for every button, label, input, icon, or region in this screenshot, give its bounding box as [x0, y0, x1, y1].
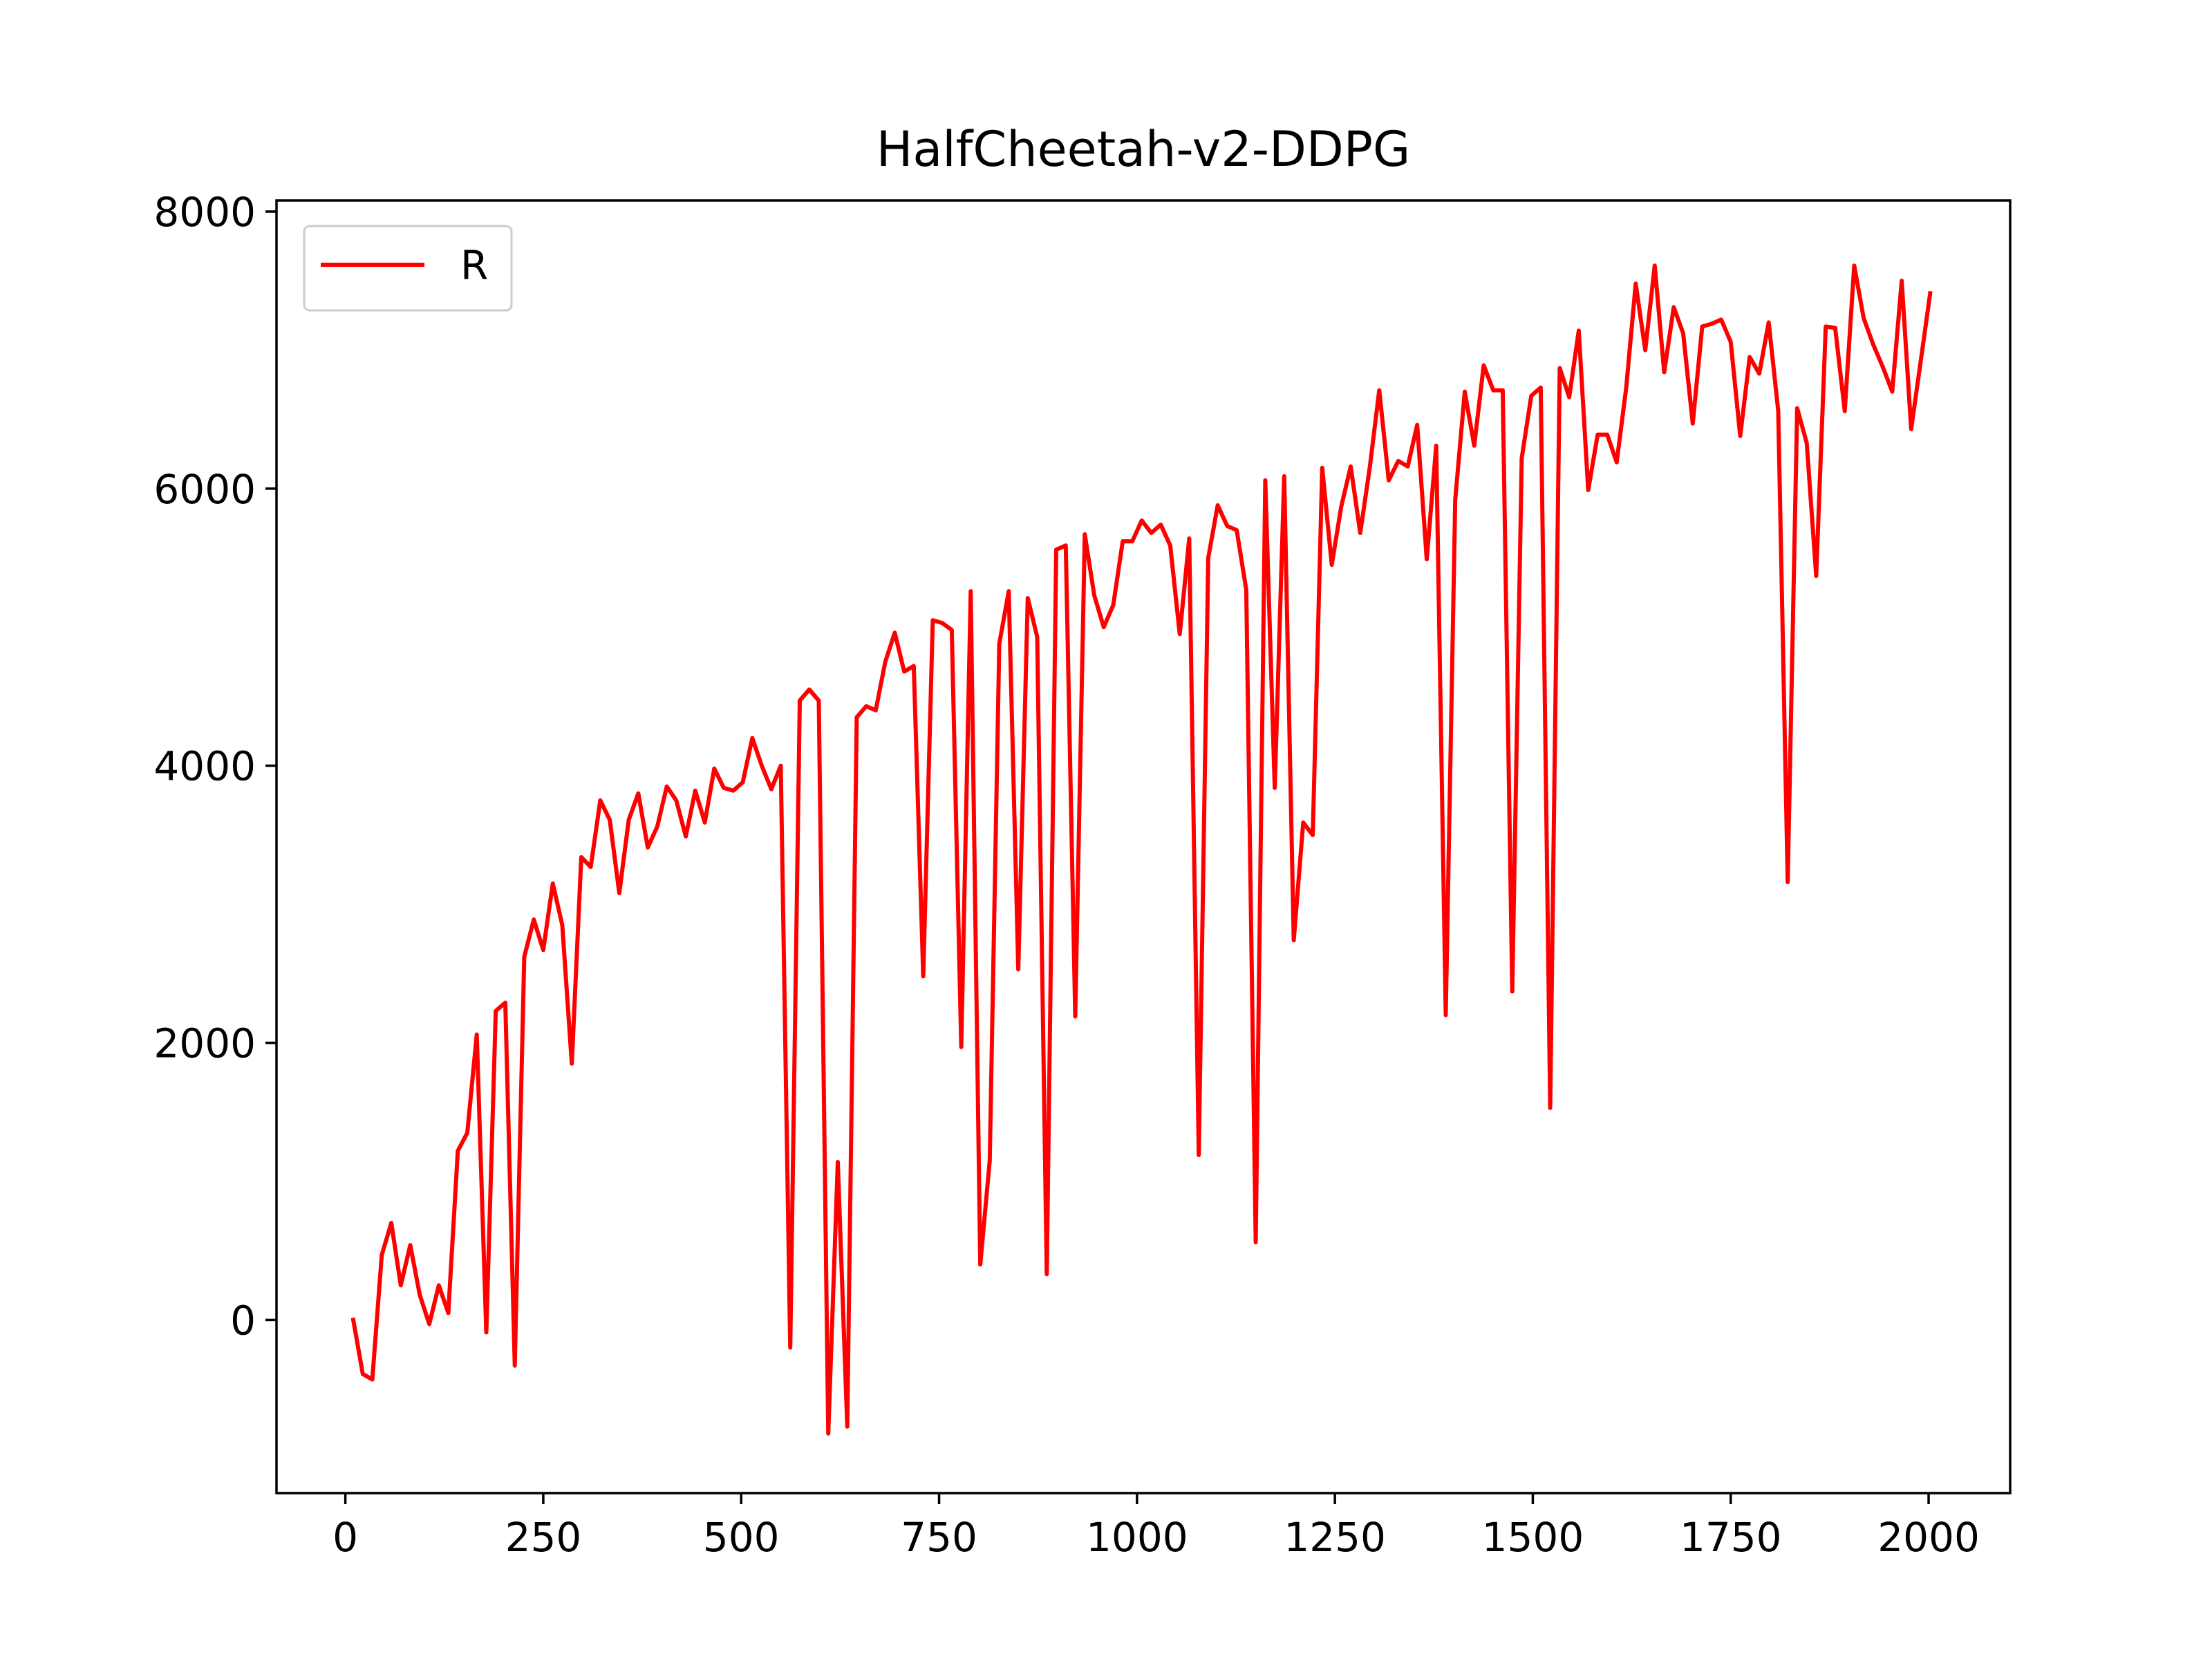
x-tick-label: 0: [332, 1514, 358, 1561]
x-tick-label: 750: [901, 1514, 977, 1561]
x-tick-label: 1750: [1680, 1514, 1782, 1561]
chart-title: HalfCheetah-v2-DDPG: [877, 121, 1411, 178]
x-tick-label: 250: [505, 1514, 582, 1561]
x-tick-label: 1000: [1086, 1514, 1188, 1561]
legend-box: [303, 225, 513, 312]
plot-frame: [275, 199, 2012, 1494]
legend: R: [303, 225, 513, 312]
y-tick-label: 4000: [153, 743, 256, 790]
x-tick-label: 1500: [1482, 1514, 1584, 1561]
y-tick-label: 6000: [153, 466, 256, 513]
y-tick-label: 8000: [153, 189, 256, 236]
x-tick-label: 1250: [1284, 1514, 1386, 1561]
x-tick-label: 500: [703, 1514, 780, 1561]
series-line-r: [350, 263, 1933, 1436]
x-axis: 0 250 500 750 1000 1250 1500 1750 2000: [332, 1493, 1980, 1561]
series-layer: [350, 263, 1933, 1436]
x-tick-label: 2000: [1877, 1514, 1980, 1561]
y-tick-label: 2000: [153, 1020, 256, 1067]
legend-label: R: [460, 242, 488, 289]
y-axis: 0 2000 4000 6000 8000: [153, 189, 276, 1344]
y-tick-label: 0: [230, 1297, 256, 1344]
